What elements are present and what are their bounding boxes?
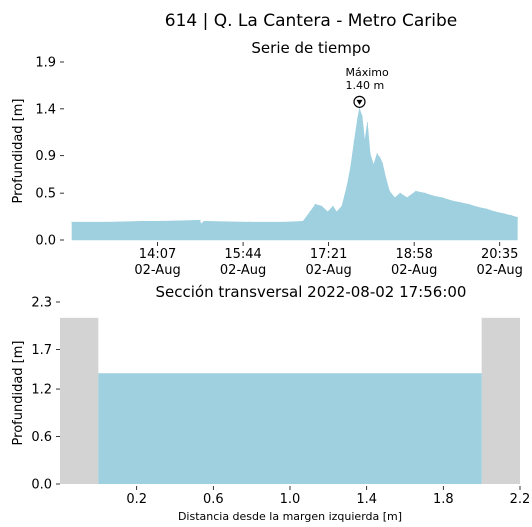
y-tick-label: 1.2 — [31, 383, 52, 398]
x-tick-time-label: 20:35 — [481, 247, 518, 262]
y-tick-label: 0.5 — [35, 187, 56, 202]
x-tick-label: 1.4 — [356, 492, 377, 507]
maximum-marker-triangle — [356, 99, 363, 105]
y-tick-label: 1.9 — [35, 56, 56, 71]
depth-data-point — [379, 157, 381, 159]
depth-data-point — [200, 223, 202, 225]
depth-data-point — [350, 166, 352, 168]
depth-data-point — [203, 220, 205, 222]
left-bank — [60, 317, 99, 484]
depth-data-point — [485, 208, 488, 210]
depth-data-point — [358, 108, 361, 110]
depth-series-area — [71, 107, 518, 241]
depth-data-point — [336, 211, 338, 213]
depth-data-point — [321, 205, 323, 207]
depth-data-point — [406, 197, 408, 199]
maximum-value-label: 1.40 m — [345, 79, 384, 92]
y-tick-label: 1.7 — [31, 343, 52, 358]
depth-data-point — [364, 141, 366, 143]
depth-data-point — [373, 164, 375, 166]
depth-data-point — [468, 203, 470, 205]
depth-data-point — [503, 213, 505, 215]
water-level-fill — [98, 373, 482, 484]
figure-suptitle: 614 | Q. La Cantera - Metro Caribe — [165, 11, 457, 31]
y-tick-label: 2.3 — [31, 296, 52, 311]
depth-data-point — [341, 205, 343, 207]
depth-data-point — [332, 205, 334, 207]
x-tick-time-label: 17:21 — [310, 247, 347, 262]
x-tick-date-label: 02-Aug — [305, 263, 351, 278]
depth-data-point — [376, 153, 378, 155]
x-tick-label: 1.0 — [280, 492, 301, 507]
right-bank — [481, 317, 520, 484]
y-tick-label: 0.0 — [31, 478, 52, 493]
depth-data-point — [106, 221, 108, 223]
x-tick-label: 0.6 — [203, 492, 224, 507]
x-tick-date-label: 02-Aug — [477, 263, 523, 278]
x-tick-time-label: 14:07 — [139, 247, 176, 262]
depth-data-point — [399, 192, 401, 194]
y-tick-label: 1.4 — [35, 102, 56, 117]
depth-data-point — [283, 221, 285, 223]
depth-data-point — [346, 185, 348, 187]
y-tick-label: 0.9 — [35, 149, 56, 164]
depth-data-point — [394, 197, 396, 199]
depth-data-point — [494, 211, 496, 213]
x-tick-date-label: 02-Aug — [134, 263, 180, 278]
maximum-label: Máximo — [345, 66, 389, 79]
chart1-ylabel: Profundidad [m] — [11, 99, 26, 204]
x-tick-date-label: 02-Aug — [391, 263, 437, 278]
depth-data-point — [353, 141, 355, 143]
chart2-title: Sección transversal 2022-08-02 17:56:00 — [156, 283, 467, 301]
depth-data-point — [159, 220, 161, 222]
y-tick-label: 0.0 — [35, 234, 56, 249]
depth-data-point — [477, 206, 479, 208]
depth-data-point — [510, 215, 512, 217]
depth-data-point — [199, 219, 201, 221]
depth-data-point — [314, 203, 316, 205]
chart2-xlabel: Distancia desde la margen izquierda [m] — [178, 510, 402, 523]
x-tick-label: 0.2 — [126, 492, 147, 507]
depth-data-point — [415, 190, 417, 192]
chart2-ylabel: Profundidad [m] — [11, 341, 26, 446]
depth-data-point — [71, 221, 73, 223]
depth-data-point — [381, 162, 383, 164]
depth-data-point — [516, 216, 519, 219]
depth-data-point — [450, 200, 452, 202]
depth-data-point — [302, 220, 304, 222]
x-tick-label: 1.8 — [433, 492, 454, 507]
depth-data-point — [388, 190, 391, 192]
depth-data-point — [369, 153, 371, 155]
x-tick-label: 2.2 — [510, 492, 531, 507]
depth-data-point — [459, 201, 461, 204]
depth-data-point — [142, 220, 144, 222]
depth-data-point — [441, 197, 443, 199]
depth-data-point — [361, 115, 363, 117]
cross-section-chart: Sección transversal 2022-08-02 17:56:00 0… — [11, 283, 530, 523]
x-tick-date-label: 02-Aug — [220, 263, 266, 278]
depth-data-point — [357, 117, 359, 119]
x-tick-time-label: 18:58 — [395, 247, 432, 262]
x-tick-time-label: 15:44 — [224, 247, 261, 262]
depth-data-point — [385, 178, 387, 180]
depth-data-point — [327, 211, 329, 213]
depth-data-point — [433, 195, 435, 197]
y-tick-label: 0.6 — [31, 430, 52, 445]
depth-data-point — [424, 192, 426, 194]
chart1-title: Serie de tiempo — [251, 39, 370, 57]
depth-data-point — [247, 221, 249, 223]
depth-data-point — [309, 211, 311, 213]
time-series-chart: Serie de tiempo0.00.50.91.41.914:0702-Au… — [11, 39, 523, 278]
depth-data-point — [366, 122, 368, 124]
